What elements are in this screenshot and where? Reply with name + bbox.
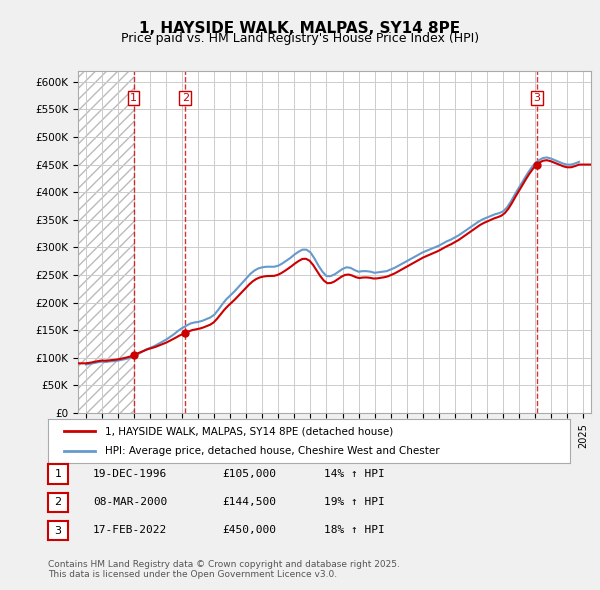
Text: 19-DEC-1996: 19-DEC-1996	[93, 469, 167, 478]
Text: 1, HAYSIDE WALK, MALPAS, SY14 8PE (detached house): 1, HAYSIDE WALK, MALPAS, SY14 8PE (detac…	[106, 427, 394, 436]
Text: 3: 3	[55, 526, 61, 536]
Point	[532, 160, 542, 169]
Text: 2: 2	[182, 93, 189, 103]
Text: 19% ↑ HPI: 19% ↑ HPI	[324, 497, 385, 507]
Point	[129, 350, 139, 360]
Text: HPI: Average price, detached house, Cheshire West and Chester: HPI: Average price, detached house, Ches…	[106, 446, 440, 455]
Text: 1, HAYSIDE WALK, MALPAS, SY14 8PE: 1, HAYSIDE WALK, MALPAS, SY14 8PE	[139, 21, 461, 35]
Text: £450,000: £450,000	[222, 526, 276, 535]
Text: £105,000: £105,000	[222, 469, 276, 478]
Text: 3: 3	[533, 93, 541, 103]
Text: 2: 2	[55, 497, 61, 507]
Text: Contains HM Land Registry data © Crown copyright and database right 2025.
This d: Contains HM Land Registry data © Crown c…	[48, 560, 400, 579]
Bar	[78, 71, 134, 413]
Text: 18% ↑ HPI: 18% ↑ HPI	[324, 526, 385, 535]
Text: 14% ↑ HPI: 14% ↑ HPI	[324, 469, 385, 478]
Text: 17-FEB-2022: 17-FEB-2022	[93, 526, 167, 535]
Text: Price paid vs. HM Land Registry's House Price Index (HPI): Price paid vs. HM Land Registry's House …	[121, 32, 479, 45]
Text: £144,500: £144,500	[222, 497, 276, 507]
Text: 1: 1	[55, 469, 61, 479]
Point	[181, 329, 190, 338]
Text: 08-MAR-2000: 08-MAR-2000	[93, 497, 167, 507]
Text: 1: 1	[130, 93, 137, 103]
